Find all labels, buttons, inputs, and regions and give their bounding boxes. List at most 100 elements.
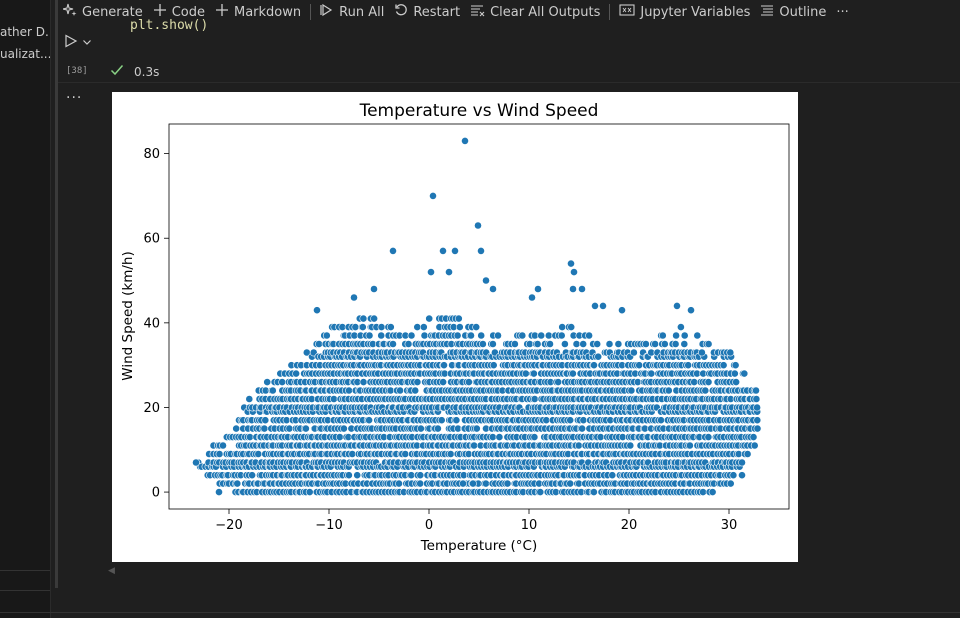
outline-icon	[760, 3, 774, 21]
play-icon	[64, 34, 78, 52]
execution-count: [38]	[66, 66, 88, 76]
notebook-toolbar: Generate Code Markdown Run All Restart C…	[52, 0, 960, 24]
data-point	[690, 378, 699, 386]
data-point	[567, 259, 575, 268]
add-code-button[interactable]: Code	[148, 0, 210, 24]
data-point	[359, 314, 368, 323]
data-point	[673, 301, 681, 310]
explorer-panel: ather D... ualizat...	[0, 0, 51, 618]
clear-all-outputs-button[interactable]: Clear All Outputs	[465, 0, 605, 24]
data-point	[699, 488, 707, 496]
data-point	[254, 450, 263, 458]
data-point	[750, 441, 759, 450]
scatter-points	[192, 137, 762, 496]
y-tick-label: 40	[143, 316, 160, 331]
data-point	[579, 416, 588, 425]
data-point	[245, 395, 254, 403]
data-point	[585, 331, 593, 340]
data-point	[752, 386, 760, 395]
run-all-icon	[320, 3, 334, 21]
data-point	[651, 340, 659, 348]
data-point	[278, 378, 287, 386]
data-point	[698, 348, 706, 357]
code-line[interactable]: plt.show()	[130, 18, 209, 33]
sparkle-icon	[62, 3, 77, 21]
file-item-visualization[interactable]: ualizat...	[0, 47, 51, 61]
file-item-weather[interactable]: ather D...	[0, 25, 51, 39]
data-point	[353, 471, 362, 480]
data-point	[451, 246, 459, 255]
more-actions-button[interactable]: ···	[831, 0, 853, 24]
data-point	[704, 378, 713, 386]
generate-button[interactable]: Generate	[58, 0, 148, 24]
clear-all-icon	[470, 3, 485, 21]
data-point	[452, 416, 461, 425]
data-point	[433, 424, 442, 433]
run-cell-button[interactable]	[64, 32, 96, 54]
data-point	[245, 433, 254, 441]
data-point	[546, 340, 554, 348]
data-point	[248, 471, 256, 480]
toolbar-separator	[310, 4, 312, 20]
data-point	[534, 285, 542, 293]
scroll-left-icon[interactable]: ◀	[108, 566, 115, 576]
y-tick-label: 60	[143, 232, 160, 247]
check-icon	[110, 64, 124, 80]
data-point	[510, 340, 519, 348]
data-point	[686, 441, 694, 450]
data-point	[215, 488, 223, 496]
y-tick-label: 0	[152, 486, 160, 501]
data-point	[396, 386, 404, 395]
data-point	[419, 323, 428, 331]
chevron-down-icon[interactable]	[82, 36, 92, 51]
data-point	[377, 331, 386, 340]
data-point	[657, 416, 665, 425]
restart-button[interactable]: Restart	[389, 0, 465, 24]
run-all-label: Run All	[339, 4, 385, 20]
cell-focus-indicator	[55, 0, 58, 588]
data-point	[596, 433, 605, 441]
execution-duration: 0.3s	[134, 65, 160, 79]
data-point	[708, 488, 717, 496]
data-point	[472, 323, 481, 331]
data-point	[467, 331, 475, 340]
data-point	[358, 323, 367, 331]
execution-status: 0.3s	[110, 64, 159, 80]
run-all-button[interactable]: Run All	[315, 0, 389, 24]
data-point	[365, 416, 373, 425]
data-point	[261, 416, 270, 425]
data-point	[578, 285, 586, 293]
data-point	[730, 369, 739, 378]
panel-divider	[0, 590, 50, 591]
data-point	[365, 331, 374, 340]
scatter-chart: −20 −10 0 10 20 30 0 20 40 60 80 Temperature vs W…	[120, 101, 790, 554]
toolbar-separator	[609, 4, 611, 20]
data-point	[477, 331, 486, 340]
add-markdown-button[interactable]: Markdown	[210, 0, 306, 24]
data-point	[664, 386, 673, 395]
data-point	[215, 450, 224, 458]
data-point	[738, 458, 746, 467]
x-axis-label: Temperature (°C)	[420, 538, 538, 554]
data-point	[672, 331, 680, 340]
data-point	[719, 361, 728, 370]
data-point	[416, 479, 425, 488]
output-more-button[interactable]: ···	[66, 90, 83, 106]
data-point	[439, 246, 447, 255]
data-point	[579, 340, 588, 348]
data-point	[618, 306, 626, 315]
data-point	[292, 369, 300, 378]
data-point	[474, 221, 482, 230]
data-point	[590, 361, 598, 370]
outline-button[interactable]: Outline	[755, 0, 831, 24]
markdown-label: Markdown	[234, 4, 302, 20]
data-point	[701, 386, 710, 395]
data-point	[329, 395, 338, 403]
data-point	[687, 306, 695, 315]
data-point	[477, 246, 485, 255]
data-point	[416, 471, 425, 480]
data-point	[389, 246, 397, 255]
data-point	[680, 331, 689, 340]
jupyter-variables-button[interactable]: Jupyter Variables	[614, 0, 755, 24]
x-tick-label: −10	[315, 518, 342, 533]
